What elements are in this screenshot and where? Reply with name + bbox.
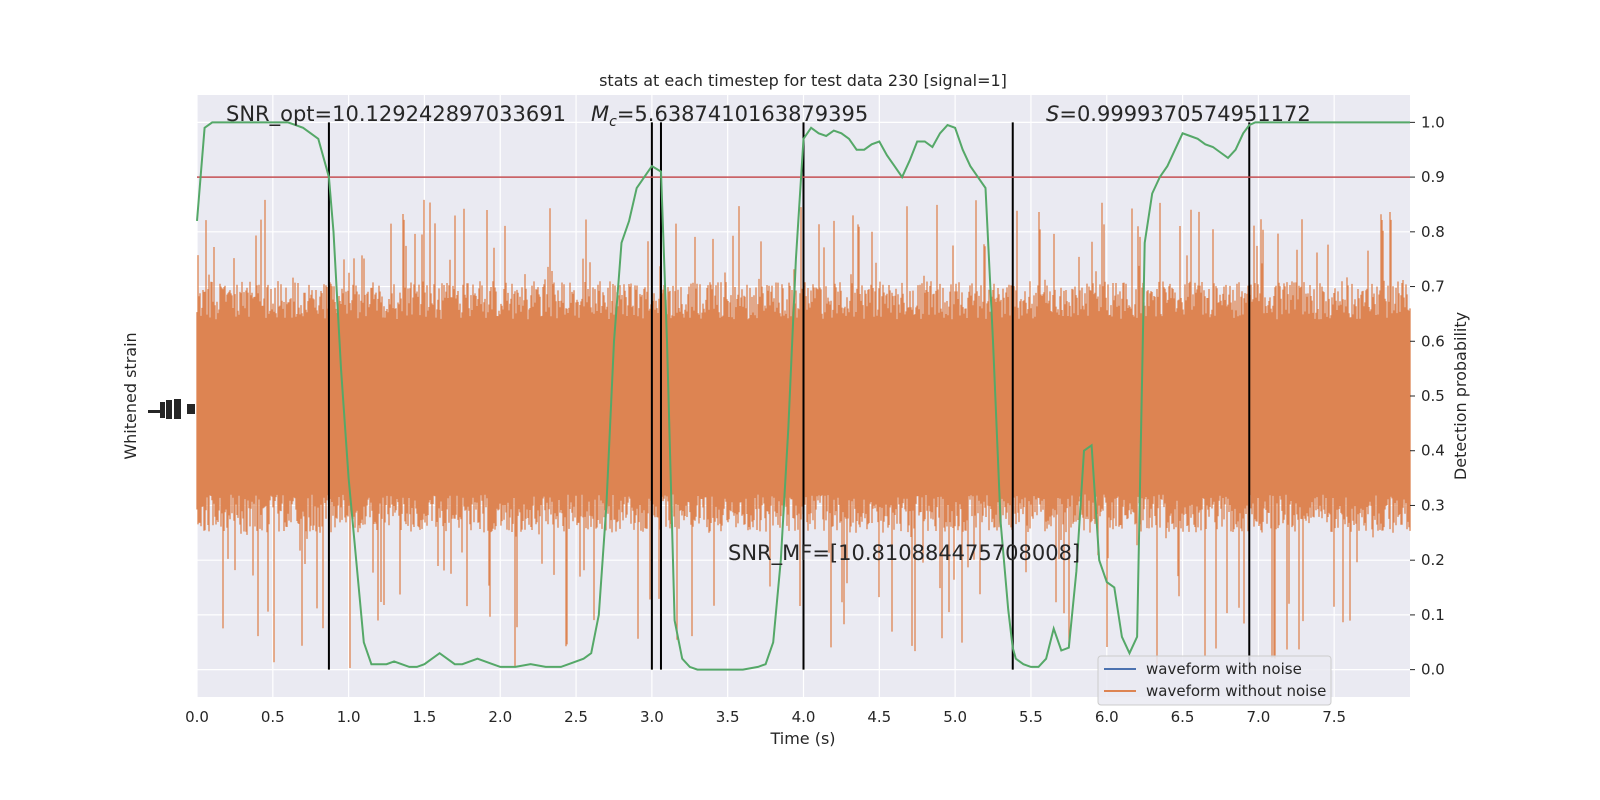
y-tick-label: 0.4 bbox=[1421, 442, 1445, 460]
vertical-markers bbox=[327, 122, 1251, 670]
y-tick-label: 0.8 bbox=[1421, 223, 1445, 241]
y-tick-label: 0.9 bbox=[1421, 168, 1445, 186]
mc-symbol: M bbox=[591, 102, 609, 126]
detection-probability-line bbox=[196, 121, 1410, 671]
x-tick-label: 0.0 bbox=[185, 708, 209, 726]
x-tick-label: 1.5 bbox=[413, 708, 437, 726]
s-annotation: S=0.9999370574951172 bbox=[1046, 102, 1311, 126]
y-tick-label: 0.1 bbox=[1421, 606, 1445, 624]
x-tick-label: 5.5 bbox=[1019, 708, 1043, 726]
left-axis-glyph bbox=[148, 399, 195, 419]
mc-value: =5.6387410163879395 bbox=[617, 102, 868, 126]
y-tick-label: 0.3 bbox=[1421, 496, 1445, 514]
y-axis-label-right: Detection probability bbox=[1451, 312, 1470, 480]
legend-label-with-noise: waveform with noise bbox=[1146, 660, 1302, 678]
x-tick-label: 0.5 bbox=[261, 708, 285, 726]
y-tick-label: 0.2 bbox=[1421, 551, 1445, 569]
snr-opt-annotation: SNR_opt=10.129242897033691 bbox=[226, 102, 566, 127]
mc-subscript: c bbox=[609, 114, 617, 130]
legend: waveform with noise waveform without noi… bbox=[1097, 655, 1332, 706]
legend-label-without-noise: waveform without noise bbox=[1146, 682, 1326, 700]
s-symbol: S bbox=[1046, 102, 1059, 126]
x-tick-label: 7.5 bbox=[1322, 708, 1346, 726]
x-tick-labels: 0.0 0.5 1.0 1.5 2.0 2.5 3.0 3.5 4.0 4.5 5.0 5.5 6.0 6… bbox=[185, 708, 1346, 726]
x-tick-label: 2.5 bbox=[564, 708, 588, 726]
y-tick-label: 0.0 bbox=[1421, 661, 1445, 679]
x-tick-label: 7.0 bbox=[1246, 708, 1270, 726]
x-tick-label: 4.5 bbox=[867, 708, 891, 726]
x-tick-label: 1.0 bbox=[337, 708, 361, 726]
legend-box bbox=[1097, 655, 1332, 706]
x-tick-label: 4.0 bbox=[792, 708, 816, 726]
x-tick-label: 6.0 bbox=[1095, 708, 1119, 726]
y-axis-label-left: Whitened strain bbox=[121, 332, 140, 459]
x-tick-label: 6.5 bbox=[1171, 708, 1195, 726]
x-tick-label: 3.5 bbox=[716, 708, 740, 726]
y-tick-labels-right: 0.0 0.1 0.2 0.3 0.4 0.5 0.6 0.7 0.8 0.9 1.0 bbox=[1410, 113, 1445, 679]
snr-mf-annotation: SNR_MF=[10.810884475708008] bbox=[728, 541, 1080, 566]
chart-title: stats at each timestep for test data 230… bbox=[599, 71, 1007, 90]
s-value: =0.9999370574951172 bbox=[1059, 102, 1310, 126]
x-tick-label: 2.0 bbox=[488, 708, 512, 726]
y-tick-label: 0.7 bbox=[1421, 278, 1445, 296]
y-tick-label: 0.5 bbox=[1421, 387, 1445, 405]
x-tick-label: 3.0 bbox=[640, 708, 664, 726]
y-tick-label: 0.6 bbox=[1421, 332, 1445, 350]
chirp-mass-annotation: Mc=5.6387410163879395 bbox=[591, 102, 868, 130]
x-tick-label: 5.0 bbox=[943, 708, 967, 726]
x-axis-label: Time (s) bbox=[769, 729, 835, 748]
y-tick-label: 1.0 bbox=[1421, 113, 1445, 131]
